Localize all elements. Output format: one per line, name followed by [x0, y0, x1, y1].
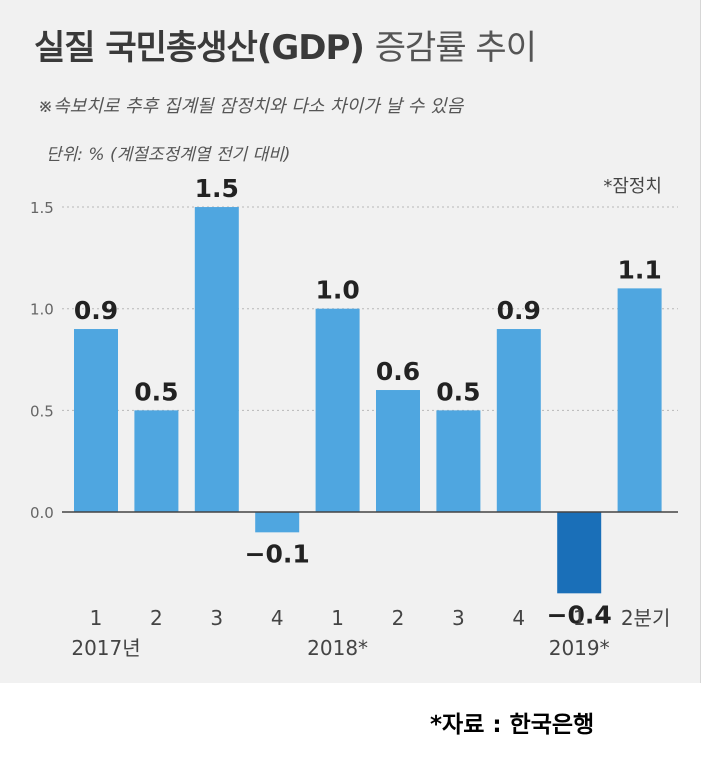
unit-label: 단위: % (계절조정계열 전기 대비): [46, 145, 291, 165]
chart-title: 실질 국민총생산(GDP) 증감률 추이: [34, 20, 537, 69]
y-tick-label: 1.5: [30, 199, 54, 217]
x-tick-label: 3: [452, 606, 465, 630]
bar: [617, 288, 662, 512]
bar-value-label: 0.5: [134, 377, 178, 406]
title-main: 실질 국민총생산(GDP): [34, 28, 365, 68]
bar-value-label: 0.9: [74, 296, 118, 325]
y-tick-label: 0.0: [30, 504, 54, 522]
x-tick-label: 1: [331, 606, 344, 630]
title-sub: 증감률 추이: [374, 28, 537, 68]
x-tick-label: 2분기: [621, 606, 671, 630]
bar-value-label: −0.4: [547, 600, 612, 629]
bar: [194, 207, 239, 513]
bar: [436, 410, 481, 512]
bar: [134, 410, 179, 512]
bar: [496, 329, 541, 512]
year-label: 2018*: [307, 636, 368, 660]
x-tick-label: 1: [573, 606, 586, 630]
y-tick-label: 0.5: [30, 402, 54, 420]
bar-chart: 0.0 0.5 1.0 1.5 0.9 1 0.5 2 1.5 3 −0.1 4 1.0 1 0.6 2 0.5…: [30, 174, 678, 660]
source-label: *자료 : 한국은행: [430, 712, 595, 738]
x-tick-label: 2: [150, 606, 163, 630]
bar-value-label: 0.6: [376, 357, 420, 386]
bar-value-label: −0.1: [245, 539, 310, 568]
bar: [74, 329, 118, 512]
x-tick-label: 4: [271, 606, 284, 630]
x-tick-label: 4: [512, 606, 525, 630]
chart-panel: 실질 국민총생산(GDP) 증감률 추이 ※속보치로 추후 집계될 잠정치와 다…: [0, 0, 701, 683]
bar-value-label: 1.5: [195, 174, 239, 203]
bar-value-label: 1.0: [315, 276, 359, 305]
chart-note: ※속보치로 추후 집계될 잠정치와 다소 차이가 날 수 있음: [38, 96, 464, 117]
x-tick-label: 1: [90, 606, 103, 630]
bar: [557, 512, 602, 594]
year-label: 2019*: [549, 636, 610, 660]
bar: [315, 308, 360, 512]
bar-value-label: 0.5: [436, 377, 480, 406]
bar: [376, 390, 420, 512]
bar-value-label: 0.9: [497, 296, 541, 325]
bar-value-label: 1.1: [617, 255, 661, 284]
preliminary-label: *잠정치: [603, 176, 662, 197]
y-tick-label: 1.0: [30, 301, 54, 319]
year-label: 2017년: [71, 636, 140, 660]
x-tick-label: 3: [210, 606, 223, 630]
bar: [255, 512, 300, 533]
x-tick-label: 2: [392, 606, 405, 630]
